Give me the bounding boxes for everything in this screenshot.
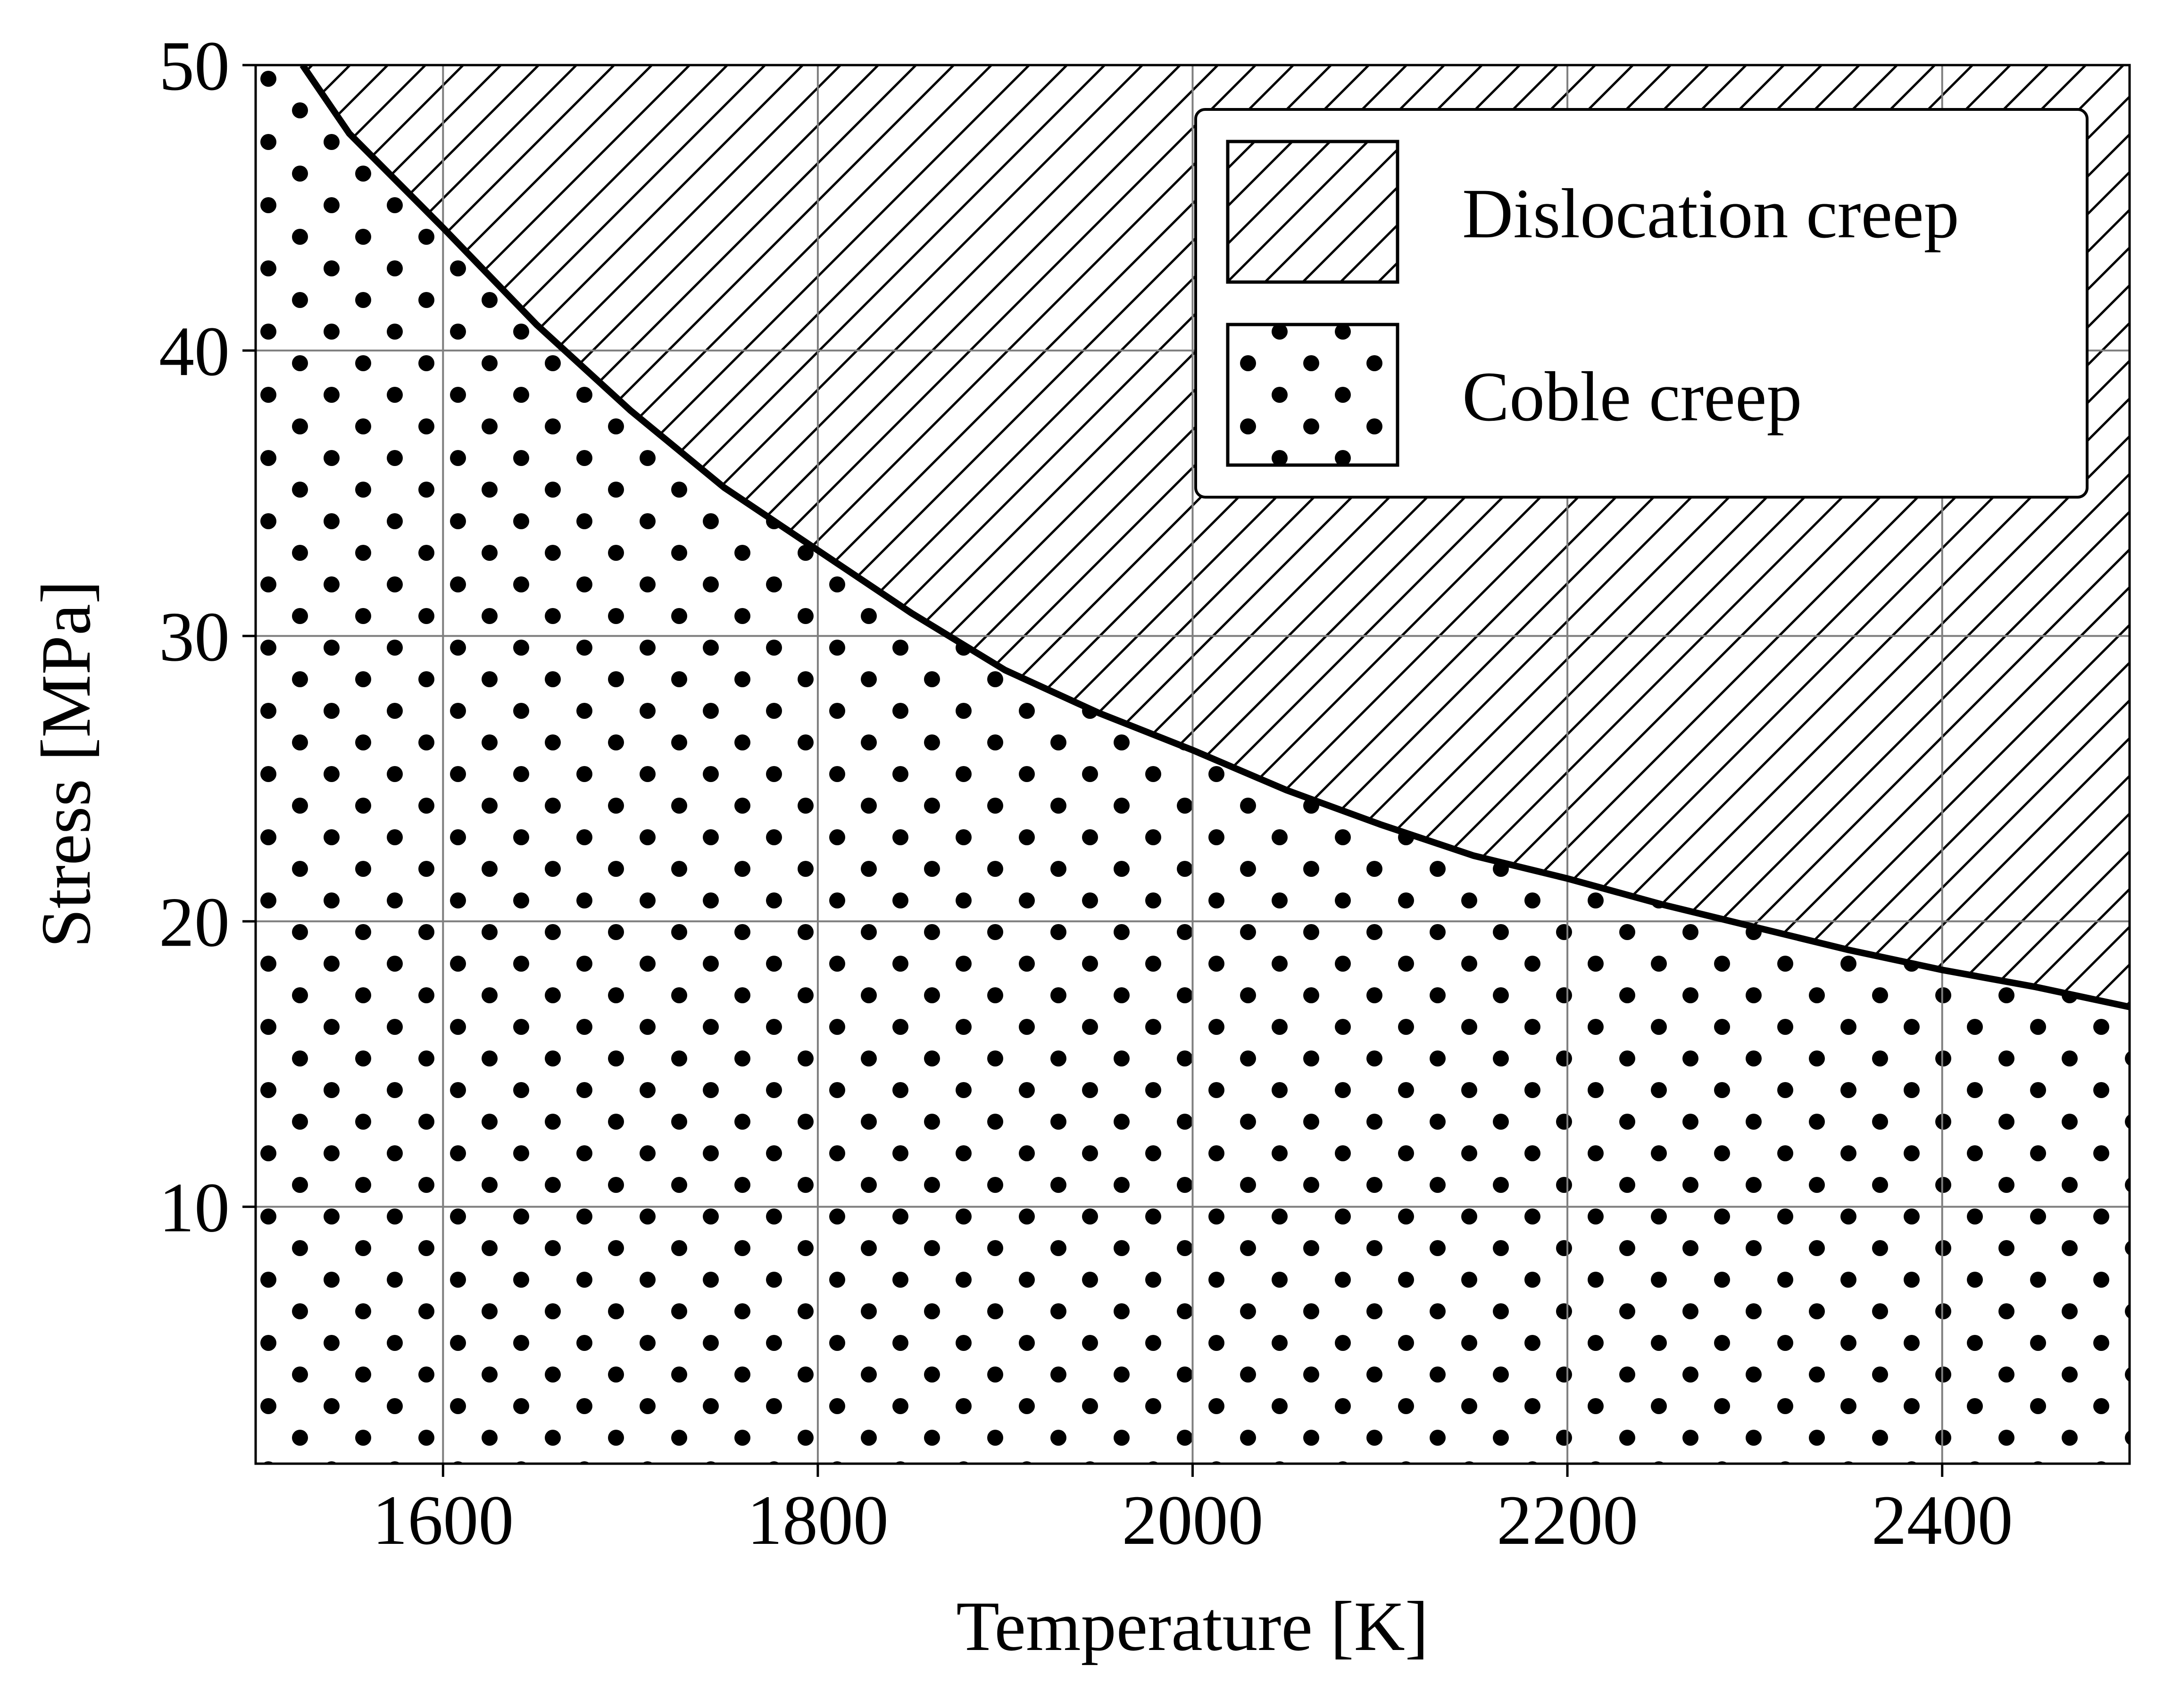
legend: Dislocation creep Coble creep	[1194, 108, 2089, 499]
legend-label-dislocation: Dislocation creep	[1462, 175, 1959, 253]
legend-swatch-coble	[1226, 323, 1399, 467]
x-axis-label: Temperature [K]	[956, 1587, 1428, 1666]
x-tick-label: 2000	[1122, 1481, 1264, 1559]
x-tick-label: 1800	[747, 1481, 889, 1559]
y-tick-label: 50	[159, 27, 230, 105]
x-tick-label: 2200	[1497, 1481, 1638, 1559]
legend-swatch-dislocation	[1226, 140, 1399, 284]
y-tick-label: 20	[159, 883, 230, 961]
x-axis-ticks: 1600 1800 2000 2200 2400	[372, 1464, 2013, 1559]
y-tick-label: 40	[159, 312, 230, 391]
y-tick-label: 10	[159, 1168, 230, 1247]
legend-label-coble: Coble creep	[1462, 358, 1802, 436]
boundary-curve	[300, 65, 2130, 1010]
y-axis-ticks: 10 20 30 40 50	[159, 27, 256, 1247]
x-tick-label: 1600	[372, 1481, 514, 1559]
x-tick-label: 2400	[1872, 1481, 2013, 1559]
legend-box	[1194, 108, 2089, 499]
y-axis-label: Stress [MPa]	[27, 580, 105, 948]
y-tick-label: 30	[159, 598, 230, 676]
